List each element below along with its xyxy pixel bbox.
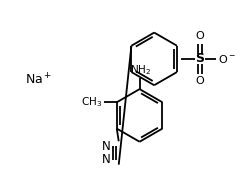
Text: N: N — [102, 153, 110, 166]
Text: Na$^+$: Na$^+$ — [25, 73, 52, 88]
Text: NH$_2$: NH$_2$ — [130, 64, 151, 77]
Text: O$^-$: O$^-$ — [217, 53, 236, 65]
Text: O: O — [196, 76, 204, 86]
Text: O: O — [196, 31, 204, 41]
Text: CH$_3$: CH$_3$ — [81, 95, 102, 109]
Text: N: N — [102, 140, 110, 153]
Text: S: S — [196, 52, 204, 65]
